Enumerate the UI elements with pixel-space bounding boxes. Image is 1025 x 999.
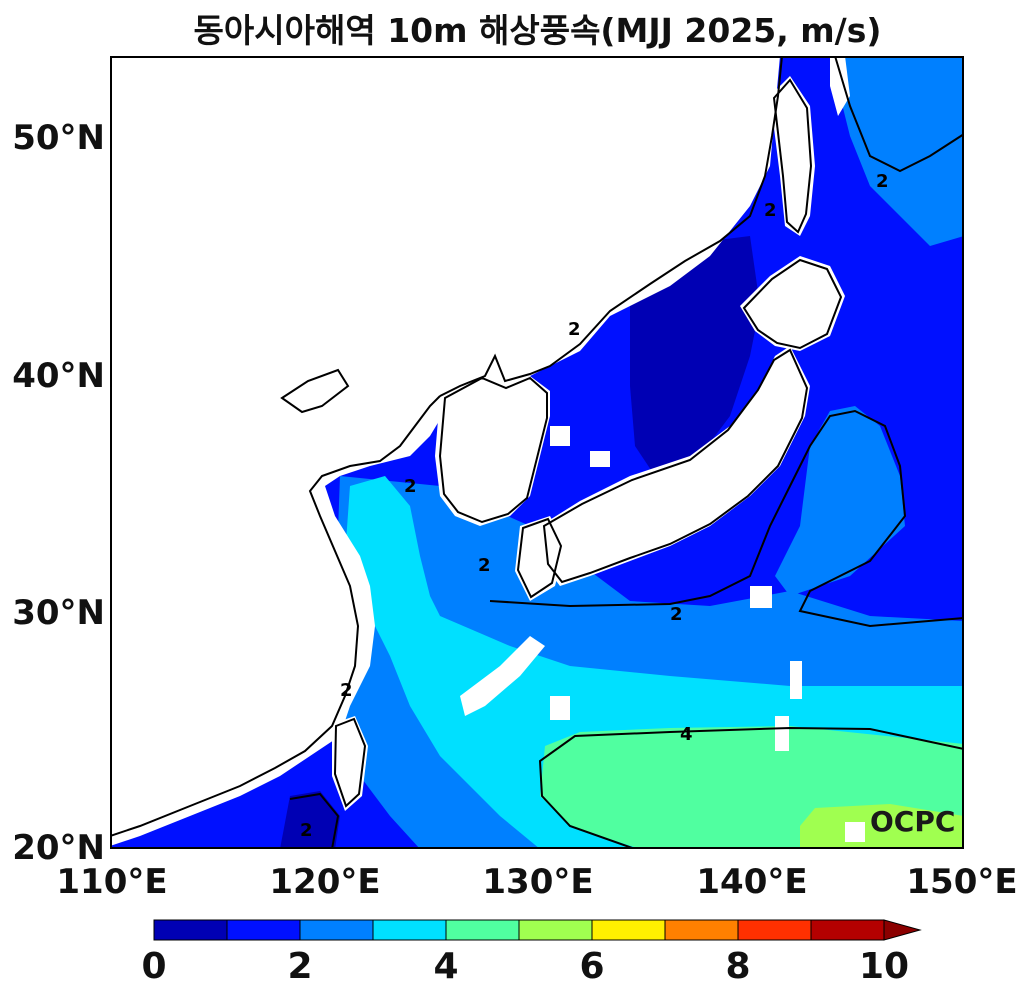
colorbar-segment <box>226 919 301 941</box>
coastline-japan <box>542 348 809 584</box>
coastline-taiwan <box>333 717 367 808</box>
contour-label: 4 <box>680 724 693 745</box>
colorbar-segment <box>518 919 593 941</box>
colorbar-segment <box>737 919 812 941</box>
land-pacific-islet <box>845 822 865 842</box>
land-shandong <box>285 371 350 411</box>
land-sakhalin <box>770 76 815 236</box>
colorbar-tick-label: 2 <box>287 946 313 987</box>
coastline-kyushu <box>516 517 563 599</box>
colorbar <box>150 917 930 943</box>
wind-field-5-6 <box>800 804 964 849</box>
wind-field-0-1-south <box>280 791 340 849</box>
colorbar-segment <box>299 919 374 941</box>
colorbar-tick-label: 0 <box>141 946 167 987</box>
land-asia-mainland <box>110 56 780 846</box>
coastline-hokkaido <box>742 258 843 350</box>
colorbar-tick-label: 8 <box>725 946 751 987</box>
contour-label: 2 <box>670 604 683 625</box>
lon-tick-label: 120°E <box>269 862 381 902</box>
land-ogasawara-island <box>775 716 789 751</box>
coastline-shandong <box>280 368 350 414</box>
map-frame <box>110 56 964 849</box>
contour-label: 2 <box>478 555 491 576</box>
colorbar-tick-label: 6 <box>579 946 605 987</box>
chart-title: 동아시아해역 10m 해상풍속(MJJ 2025, m/s) <box>193 11 882 50</box>
land-bonin-island <box>790 661 802 699</box>
land-daito-island <box>550 696 570 720</box>
contour-label: 2 <box>300 820 313 841</box>
lat-tick-label: 50°N <box>12 118 105 158</box>
colorbar-segment <box>664 919 739 941</box>
contour-2-line-north <box>834 56 964 173</box>
colorbar-extend-arrow <box>883 919 922 941</box>
colorbar-tick-label: 4 <box>433 946 459 987</box>
lat-tick-label: 30°N <box>12 593 105 633</box>
contour-4-line <box>538 726 964 849</box>
lon-tick-label: 140°E <box>696 862 808 902</box>
colorbar-segment <box>810 919 885 941</box>
contour-label: 2 <box>340 680 353 701</box>
colorbar-segment <box>372 919 447 941</box>
contour-2-line-east <box>489 409 964 628</box>
colorbar-segment <box>591 919 666 941</box>
lat-tick-label: 40°N <box>12 356 105 396</box>
contour-lines <box>289 56 964 849</box>
land-ryukyu <box>460 636 545 716</box>
wind-field-2-3-pacific <box>775 406 905 596</box>
land-kamchatka-edge <box>830 56 850 116</box>
land-ulleung-island <box>550 426 570 446</box>
contour-label: 2 <box>568 319 581 340</box>
wind-field-0-1-eastsea <box>630 236 760 476</box>
contour-label-group: 2 2 2 2 2 2 2 2 4 <box>300 171 889 841</box>
coastline-korea <box>438 376 548 524</box>
lon-tick-label: 150°E <box>906 862 1018 902</box>
wind-speed-map: 2 2 2 2 2 2 2 2 4 <box>110 56 964 849</box>
coastlines <box>110 56 843 837</box>
colorbar-segment <box>445 919 520 941</box>
colorbar-segment <box>153 919 228 941</box>
land-korea <box>435 376 550 526</box>
lat-tick-label: 20°N <box>12 828 105 868</box>
colorbar-tick-label: 10 <box>858 946 910 987</box>
map-panel: 2 2 2 2 2 2 2 2 4 <box>110 56 964 849</box>
contour-label: 2 <box>404 476 417 497</box>
coastline-mainland <box>110 56 783 837</box>
contour-2-line-south <box>289 792 340 849</box>
land-izu-island <box>750 586 772 608</box>
contour-label: 2 <box>876 171 889 192</box>
ocpc-watermark: OCPC <box>870 805 956 838</box>
contour-label: 2 <box>764 200 777 221</box>
coastline-sakhalin <box>772 78 813 234</box>
land-oki-island <box>590 451 610 467</box>
colorbar-svg <box>153 919 922 941</box>
land-hokkaido <box>740 256 845 351</box>
lon-tick-label: 130°E <box>482 862 594 902</box>
wind-field-2-3-north <box>830 56 964 246</box>
lon-tick-label: 110°E <box>56 862 168 902</box>
